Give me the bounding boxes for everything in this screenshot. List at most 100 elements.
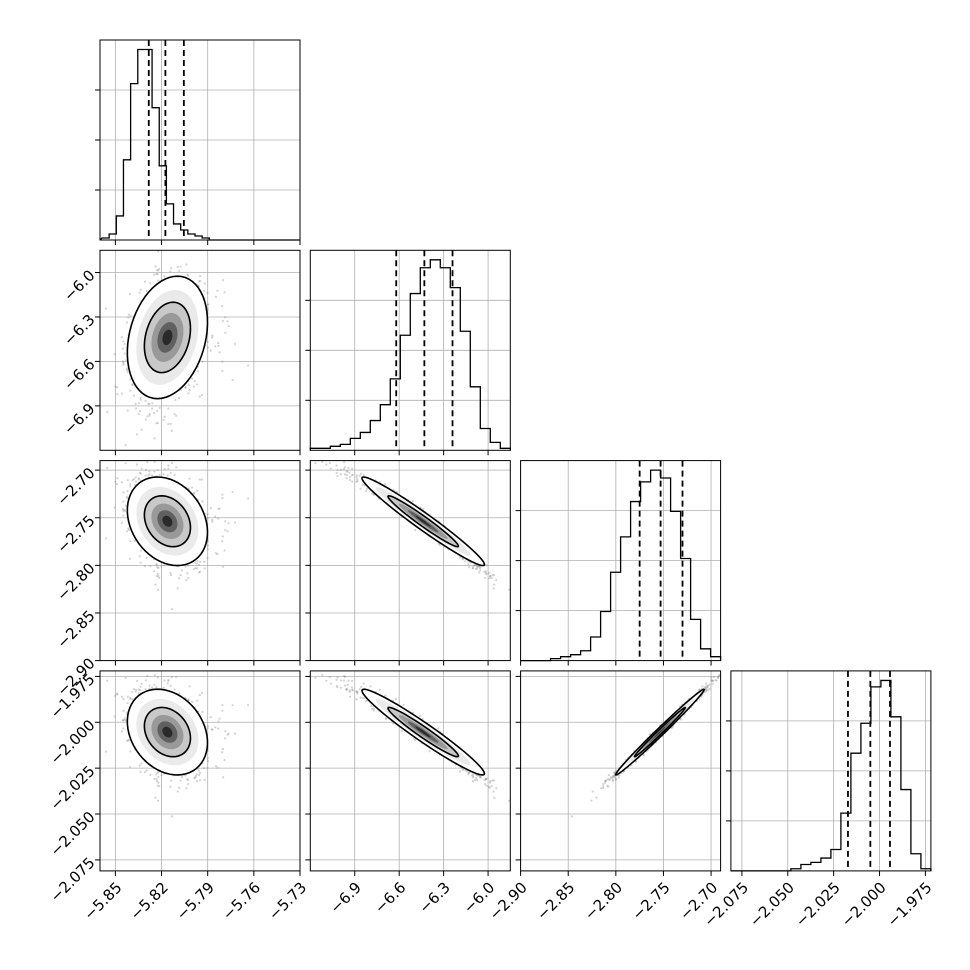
- sample-point: [414, 528, 417, 532]
- sample-point: [479, 569, 482, 572]
- sample-point: [345, 477, 348, 480]
- sample-point: [221, 540, 224, 543]
- sample-point: [115, 693, 119, 696]
- sample-point: [131, 479, 134, 482]
- sample-point: [187, 576, 190, 580]
- sample-point: [155, 772, 158, 776]
- sample-point: [123, 510, 126, 513]
- sample-point: [336, 468, 339, 472]
- sample-point: [157, 775, 160, 778]
- sample-point: [211, 518, 214, 521]
- sample-point: [180, 569, 184, 572]
- sample-point: [129, 483, 132, 486]
- sample-point: [193, 567, 196, 571]
- sample-point: [199, 279, 202, 283]
- histogram-0: [99, 48, 300, 241]
- sample-point: [124, 444, 127, 447]
- sample-point: [206, 760, 210, 763]
- sample-point: [126, 695, 129, 698]
- sample-point: [325, 463, 328, 466]
- sample-point: [348, 695, 352, 698]
- sample-point: [178, 396, 181, 400]
- sample-point: [147, 474, 150, 477]
- sample-point: [147, 402, 150, 405]
- contour-inner: [143, 301, 192, 374]
- sample-point: [129, 696, 132, 700]
- sample-point: [196, 560, 199, 563]
- sample-point: [156, 566, 159, 569]
- sample-point: [206, 307, 210, 310]
- sample-point: [475, 567, 479, 570]
- sample-point: [134, 539, 137, 542]
- sample-point: [148, 402, 151, 406]
- sample-point: [173, 688, 176, 691]
- sample-point: [476, 565, 479, 568]
- sample-point: [131, 383, 134, 387]
- sample-point: [458, 556, 462, 559]
- sample-point: [187, 383, 191, 386]
- sample-point: [188, 388, 191, 392]
- sample-point: [122, 340, 125, 343]
- sample-point: [158, 576, 161, 580]
- sample-point: [126, 368, 129, 372]
- sample-point: [155, 269, 159, 272]
- sample-point: [149, 773, 152, 776]
- sample-point: [218, 507, 221, 510]
- sample-point: [139, 396, 142, 399]
- sample-point: [343, 674, 346, 678]
- sample-point: [339, 473, 342, 476]
- sample-point: [233, 342, 237, 346]
- sample-point: [203, 567, 206, 570]
- sample-point: [195, 780, 199, 783]
- sample-point: [139, 398, 142, 401]
- sample-point: [144, 679, 147, 682]
- sample-point: [153, 273, 156, 276]
- panel-content: [104, 250, 250, 447]
- sample-point: [143, 565, 147, 568]
- sample-point: [206, 766, 209, 770]
- sample-point: [348, 471, 351, 474]
- sample-point: [196, 370, 200, 373]
- sample-point: [127, 528, 130, 531]
- sample-point: [153, 411, 156, 414]
- sample-point: [218, 717, 221, 720]
- sample-point: [156, 409, 159, 412]
- sample-point: [186, 564, 190, 567]
- sample-point: [192, 492, 195, 495]
- sample-point: [137, 478, 140, 481]
- sample-point: [201, 710, 204, 713]
- sample-point: [231, 490, 234, 494]
- sample-point: [140, 549, 143, 552]
- sample-point: [179, 574, 182, 577]
- sample-point: [163, 564, 166, 567]
- sample-point: [226, 530, 229, 533]
- sample-point: [171, 608, 174, 611]
- sample-point: [479, 565, 482, 568]
- sample-point: [471, 566, 475, 570]
- sample-point: [217, 720, 220, 723]
- sample-point: [162, 686, 165, 689]
- sample-point: [187, 698, 190, 702]
- sample-point: [492, 587, 495, 590]
- sample-point: [200, 478, 204, 481]
- sample-point: [153, 470, 156, 473]
- sample-point: [156, 468, 159, 472]
- sample-point: [128, 293, 132, 296]
- sample-point: [196, 699, 199, 702]
- sample-point: [129, 750, 132, 753]
- sample-point: [464, 769, 467, 772]
- sample-point: [348, 689, 351, 692]
- histogram-1: [309, 259, 511, 451]
- sample-point: [104, 750, 108, 753]
- sample-point: [346, 470, 349, 473]
- sample-point: [221, 703, 224, 707]
- sample-point: [343, 461, 346, 464]
- sample-point: [139, 472, 142, 475]
- sample-point: [185, 263, 188, 266]
- sample-point: [369, 685, 372, 688]
- sample-point: [216, 766, 219, 769]
- sample-point: [233, 521, 237, 524]
- sample-point: [198, 571, 201, 574]
- sample-point: [122, 491, 125, 494]
- sample-point: [129, 389, 132, 392]
